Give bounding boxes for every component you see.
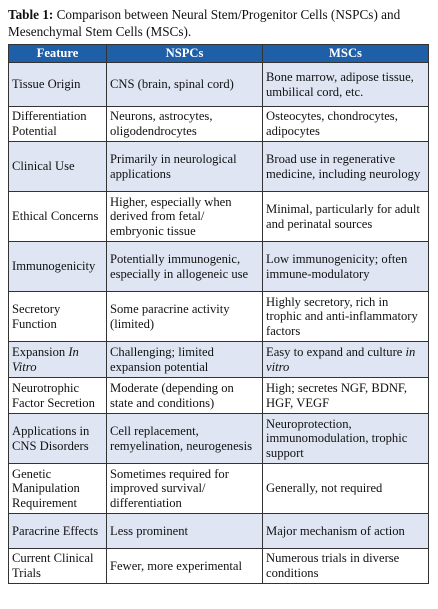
msc-cell: High; secretes NGF, BDNF, HGF, VEGF bbox=[262, 377, 429, 414]
table-caption: Table 1: Comparison between Neural Stem/… bbox=[8, 6, 430, 40]
msc-cell: Neuroprotection, immunomodulation, troph… bbox=[262, 413, 429, 464]
table-row: Differentiation Potential Neurons, astro… bbox=[8, 106, 429, 142]
table-row: Applications in CNS Disorders Cell repla… bbox=[8, 413, 429, 464]
msc-cell: Highly secretory, rich in trophic and an… bbox=[262, 291, 429, 342]
table-row: Secretory Function Some paracrine activi… bbox=[8, 291, 429, 342]
msc-cell: Broad use in regenerative medicine, incl… bbox=[262, 141, 429, 192]
table-row: Tissue Origin CNS (brain, spinal cord) B… bbox=[8, 62, 429, 107]
feature-cell: Paracrine Effects bbox=[8, 513, 107, 549]
nspc-cell: Primarily in neurological applications bbox=[106, 141, 263, 192]
msc-cell: Easy to expand and culture in vitro bbox=[262, 341, 429, 378]
table-row: Paracrine Effects Less prominent Major m… bbox=[8, 513, 429, 549]
feature-cell: Current Clinical Trials bbox=[8, 548, 107, 584]
caption-text: Comparison between Neural Stem/Progenito… bbox=[8, 7, 401, 39]
msc-cell: Numerous trials in diverse conditions bbox=[262, 548, 429, 584]
nspc-cell: Higher, especially when derived from fet… bbox=[106, 191, 263, 242]
feature-cell: Differentiation Potential bbox=[8, 106, 107, 142]
nspc-cell: Potentially immunogenic, especially in a… bbox=[106, 241, 263, 292]
msc-cell: Major mechanism of action bbox=[262, 513, 429, 549]
nspc-cell: Moderate (depending on state and conditi… bbox=[106, 377, 263, 414]
feature-cell: Applications in CNS Disorders bbox=[8, 413, 107, 464]
table-row: Expansion In Vitro Challenging; limited … bbox=[8, 341, 429, 378]
msc-cell: Minimal, particularly for adult and peri… bbox=[262, 191, 429, 242]
table-row: Genetic Manipulation Requirement Sometim… bbox=[8, 463, 429, 514]
msc-cell: Osteocytes, chondrocytes, adipocytes bbox=[262, 106, 429, 142]
feature-cell: Immunogenicity bbox=[8, 241, 107, 292]
msc-cell: Low immunogenicity; often immune-modulat… bbox=[262, 241, 429, 292]
nspc-cell: Less prominent bbox=[106, 513, 263, 549]
caption-label: Table 1: bbox=[8, 7, 54, 22]
feature-cell: Genetic Manipulation Requirement bbox=[8, 463, 107, 514]
msc-cell: Generally, not required bbox=[262, 463, 429, 514]
feature-cell: Ethical Concerns bbox=[8, 191, 107, 242]
nspc-cell: Challenging; limited expansion potential bbox=[106, 341, 263, 378]
nspc-cell: Sometimes required for improved survival… bbox=[106, 463, 263, 514]
feature-italic-text: In Vitro bbox=[12, 344, 79, 374]
msc-cell: Bone marrow, adipose tissue, umbilical c… bbox=[262, 62, 429, 107]
feature-cell: Clinical Use bbox=[8, 141, 107, 192]
header-mscs: MSCs bbox=[262, 44, 429, 63]
table-row: Current Clinical Trials Fewer, more expe… bbox=[8, 548, 429, 584]
feature-cell: Secretory Function bbox=[8, 291, 107, 342]
header-nspcs: NSPCs bbox=[106, 44, 263, 63]
nspc-cell: Some paracrine activity (limited) bbox=[106, 291, 263, 342]
table-row: Ethical Concerns Higher, especially when… bbox=[8, 191, 429, 242]
feature-cell: Expansion In Vitro bbox=[8, 341, 107, 378]
nspc-cell: Neurons, astrocytes, oligodendrocytes bbox=[106, 106, 263, 142]
feature-cell: Tissue Origin bbox=[8, 62, 107, 107]
comparison-table: Feature NSPCs MSCs Tissue Origin CNS (br… bbox=[8, 44, 429, 584]
table-row: Clinical Use Primarily in neurological a… bbox=[8, 141, 429, 192]
header-feature: Feature bbox=[8, 44, 107, 63]
table-row: Immunogenicity Potentially immunogenic, … bbox=[8, 241, 429, 292]
msc-text: Easy to expand and culture bbox=[266, 344, 406, 359]
feature-cell: Neurotrophic Factor Secretion bbox=[8, 377, 107, 414]
feature-text: Expansion bbox=[12, 344, 69, 359]
nspc-cell: Fewer, more experimental bbox=[106, 548, 263, 584]
nspc-cell: CNS (brain, spinal cord) bbox=[106, 62, 263, 107]
table-row: Neurotrophic Factor Secretion Moderate (… bbox=[8, 377, 429, 414]
msc-italic-text: in vitro bbox=[266, 344, 416, 374]
header-row: Feature NSPCs MSCs bbox=[8, 44, 429, 63]
nspc-cell: Cell replacement, remyelination, neuroge… bbox=[106, 413, 263, 464]
